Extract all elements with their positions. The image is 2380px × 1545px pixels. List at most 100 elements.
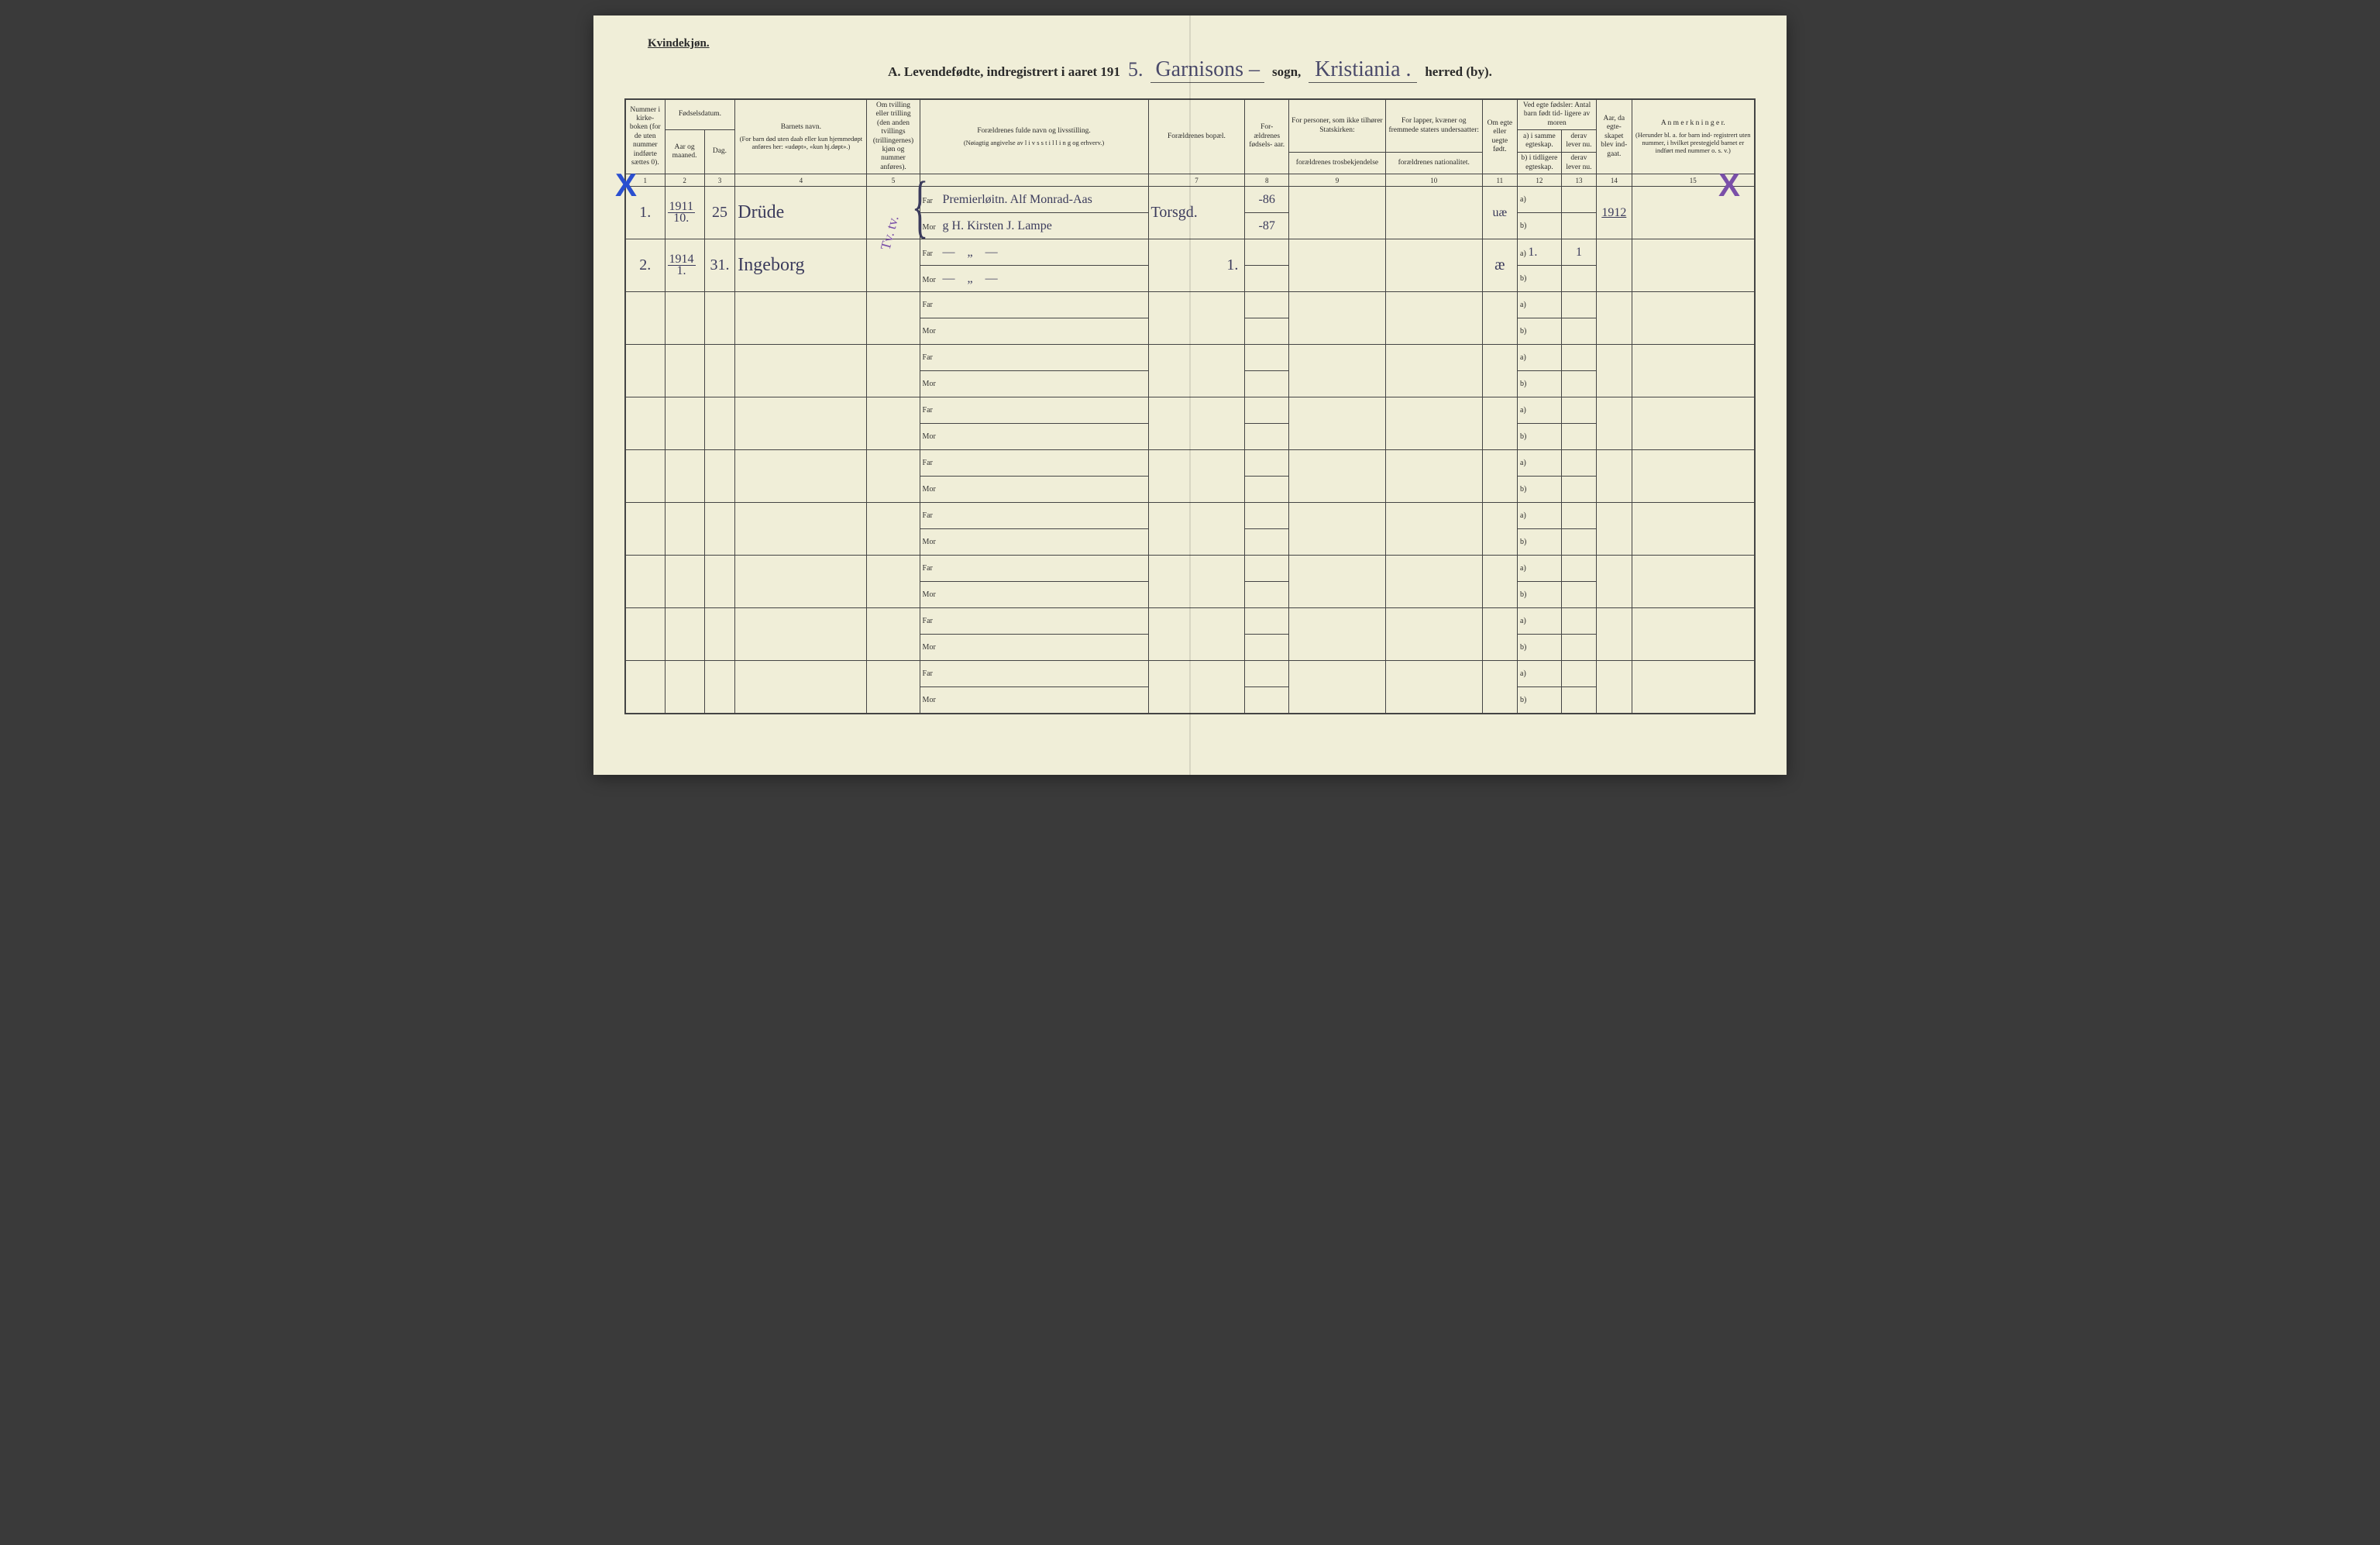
cell-12a: a) (1518, 450, 1562, 477)
colnum: 12 (1518, 174, 1562, 187)
far-label: Far (923, 459, 943, 467)
hdr-13a: derav lever nu. (1561, 130, 1596, 153)
cell-bopael: Torsgd. (1148, 187, 1245, 239)
cell-12b: b) (1518, 424, 1562, 450)
hdr-14: Aar, da egte- skapet blev ind- gaat. (1597, 99, 1632, 174)
hdr-6-sub: (Nøiagtig angivelse av l i v s s t i l l… (923, 139, 1146, 146)
colnum: 11 (1482, 174, 1517, 187)
hdr-4-sub: (For barn død uten daab eller kun hjemme… (738, 135, 864, 150)
cell-13a (1561, 187, 1596, 213)
cell-12a: a) (1518, 187, 1562, 213)
cell-far: Far— „ — (920, 239, 1148, 266)
cell-far: FarPremierløitn. Alf Monrad-Aas (920, 187, 1148, 213)
cell-10 (1385, 239, 1482, 292)
hdr-15-main: A n m e r k n i n g e r. (1635, 119, 1752, 128)
mor-text: g H. Kirsten J. Lampe (943, 219, 1052, 232)
hdr-6: Forældrenes fulde navn og livsstilling. … (920, 99, 1148, 174)
hdr-12b: b) i tidligere egteskap. (1518, 153, 1562, 174)
cell-15 (1632, 239, 1755, 292)
colnum: 14 (1597, 174, 1632, 187)
hdr-7: Forældrenes bopæl. (1148, 99, 1245, 174)
colnum: 4 (735, 174, 867, 187)
title-year-digit: 5. (1128, 58, 1144, 81)
mor-label: Mor (923, 485, 943, 494)
cell-mor-year (1245, 266, 1289, 292)
cell-12b: b) (1518, 477, 1562, 503)
far-label: Far (923, 249, 943, 258)
cell-12b: b) (1518, 318, 1562, 345)
hdr-12a: a) i samme egteskap. (1518, 130, 1562, 153)
mor-label: Mor (923, 696, 943, 704)
hdr-1: Nummer i kirke- boken (for de uten numme… (625, 99, 665, 174)
book-spine (1189, 15, 1191, 775)
mor-label: Mor (923, 590, 943, 599)
cell-12a: a) (1518, 397, 1562, 424)
gender-label: Kvindekjøn. (648, 37, 710, 50)
cell-13a: 1 (1561, 239, 1596, 266)
cell-12a: a) (1518, 345, 1562, 371)
cell-name: Drüde (735, 187, 867, 239)
cell-12a: a) (1518, 503, 1562, 529)
cell-bopael: 1. (1148, 239, 1245, 292)
cell-13b (1561, 266, 1596, 292)
cell-name: Ingeborg (735, 239, 867, 292)
colnum: 13 (1561, 174, 1596, 187)
hdr-15: A n m e r k n i n g e r. (Herunder bl. a… (1632, 99, 1755, 174)
title-herred-value: Kristiania . (1309, 57, 1417, 83)
title-sogn-label: sogn, (1272, 64, 1301, 80)
cell-9 (1289, 187, 1386, 239)
title-herred-label: herred (by). (1425, 64, 1492, 80)
cell-12b: b) (1518, 213, 1562, 239)
cell-12b: b) (1518, 266, 1562, 292)
cell-far-year: -86 (1245, 187, 1289, 213)
hdr-12-group: Ved egte fødsler: Antal barn født tid- l… (1518, 99, 1597, 130)
x-mark-right: X (1718, 167, 1740, 204)
hdr-10: For lapper, kvæner og fremmede staters u… (1385, 99, 1482, 153)
year-bot: 10. (668, 213, 695, 224)
hdr-2: Aar og maaned. (665, 130, 704, 174)
cell-12a: a) (1518, 608, 1562, 635)
cell-egte: æ (1482, 239, 1517, 292)
hdr-9: For personer, som ikke tilhører Statskir… (1289, 99, 1386, 153)
hdr-4: Barnets navn. (For barn død uten daab el… (735, 99, 867, 174)
hdr-13b: derav lever nu. (1561, 153, 1596, 174)
far-label: Far (923, 301, 943, 309)
ledger-page: Kvindekjøn. A. Levendefødte, indregistre… (593, 15, 1787, 775)
cell-mor: Morg H. Kirsten J. Lampe (920, 213, 1148, 239)
hdr-4-main: Barnets navn. (738, 123, 864, 132)
far-label: Far (923, 617, 943, 625)
cell-12b: b) (1518, 582, 1562, 608)
colnum: 7 (1148, 174, 1245, 187)
colnum: 2 (665, 174, 704, 187)
far-label: Far (923, 511, 943, 520)
ab-a: a) (1520, 249, 1526, 258)
hdr-11: Om egte eller uegte født. (1482, 99, 1517, 174)
cell-12b: b) (1518, 635, 1562, 661)
cell-9 (1289, 239, 1386, 292)
colnum: 9 (1289, 174, 1386, 187)
cell-14: 1912 (1597, 187, 1632, 239)
cell-far-year (1245, 239, 1289, 266)
cell-12a: a) (1518, 661, 1562, 687)
hdr-9-sub: forældrenes trosbekjendelse (1289, 153, 1386, 174)
hdr-5: Om tvilling eller trilling (den anden tv… (867, 99, 920, 174)
title-sogn-value: Garnisons – (1150, 57, 1264, 83)
hdr-6-main: Forældrenes fulde navn og livsstilling. (923, 127, 1146, 136)
hdr-3: Dag. (704, 130, 735, 174)
cell-num: 2. (625, 239, 665, 292)
colnum: 10 (1385, 174, 1482, 187)
colnum (920, 174, 1148, 187)
far-label: Far (923, 353, 943, 362)
mor-label: Mor (923, 327, 943, 335)
val-12a: 1. (1528, 246, 1537, 259)
hdr-2-group: Fødselsdatum. (665, 99, 735, 130)
far-text: — „ — (943, 246, 1003, 259)
far-text: Premierløitn. Alf Monrad-Aas (943, 193, 1092, 206)
x-mark-left: X (615, 167, 637, 204)
hdr-10-sub: forældrenes nationalitet. (1385, 153, 1482, 174)
year-bot: 1. (668, 266, 696, 277)
hdr-15-sub: (Herunder bl. a. for barn ind- registrer… (1635, 131, 1752, 155)
colnum: 8 (1245, 174, 1289, 187)
mor-text: — „ — (943, 272, 1003, 285)
cell-12a: a) (1518, 556, 1562, 582)
